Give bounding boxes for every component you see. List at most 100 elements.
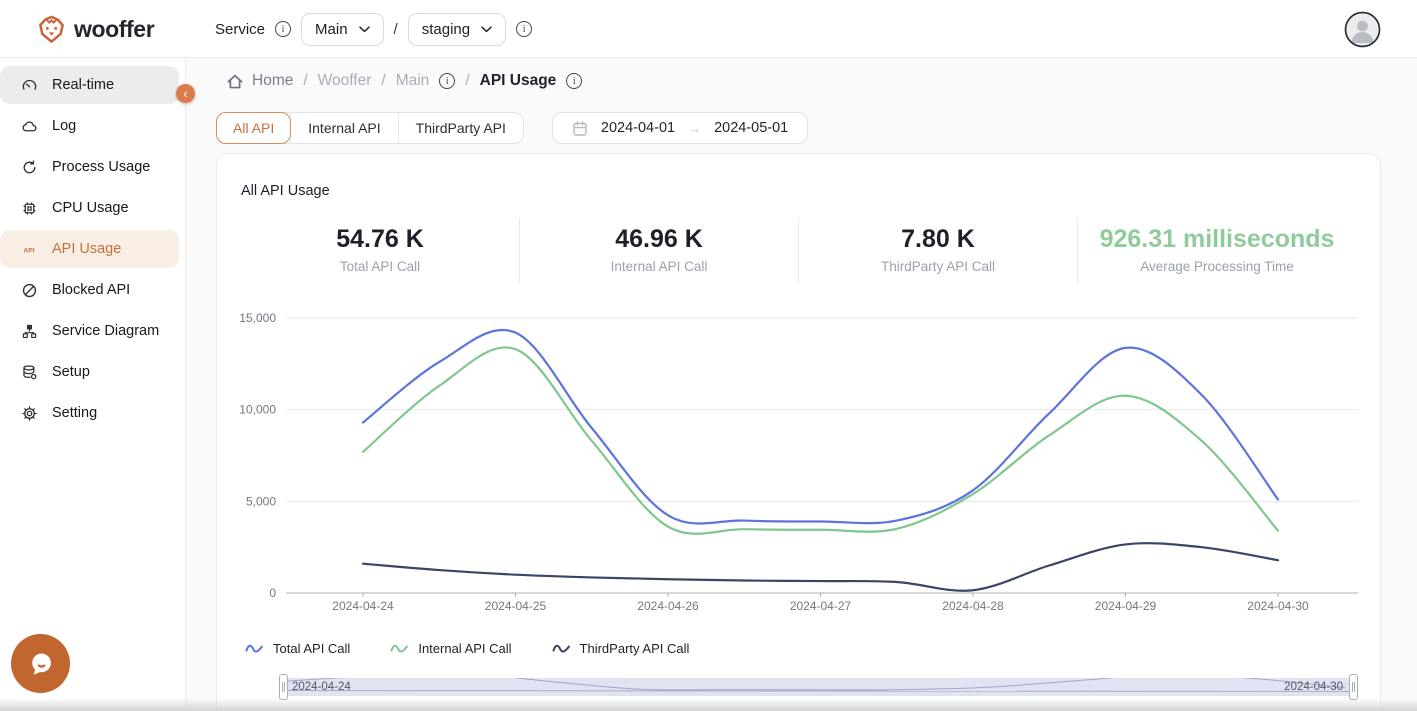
brush-end-label: 2024-04-30 (1284, 681, 1343, 693)
tab-all-api[interactable]: All API (216, 112, 292, 144)
svg-text:2024-04-30: 2024-04-30 (1247, 599, 1309, 613)
person-icon (1344, 11, 1381, 48)
stat-value: 54.76 K (336, 225, 424, 253)
stat-value: 7.80 K (901, 225, 975, 253)
breadcrumb-main[interactable]: Main (395, 72, 430, 89)
app-logo[interactable]: wooffer (36, 0, 155, 58)
service-select-value: Main (315, 20, 348, 38)
sidebar-item-label: Log (52, 118, 77, 134)
svg-text:0: 0 (269, 586, 276, 600)
stat-value: 46.96 K (615, 225, 703, 253)
refresh-icon (20, 158, 38, 176)
legend-label: Total API Call (273, 641, 351, 656)
legend-wave-icon (552, 644, 570, 653)
breadcrumb-separator: / (303, 72, 308, 89)
date-range-end[interactable]: 2024-05-01 (714, 120, 789, 136)
calendar-icon (573, 120, 587, 136)
brand-name: wooffer (74, 15, 155, 42)
api-usage-card: All API Usage 54.76 K Total API Call 46.… (216, 153, 1381, 711)
gauge-icon (20, 76, 38, 94)
brush-right-handle[interactable] (1349, 674, 1358, 700)
svg-text:2024-04-25: 2024-04-25 (485, 599, 547, 613)
sidebar-item-log[interactable]: Log (0, 107, 179, 145)
topbar: wooffer Service i Main / staging i (0, 0, 1417, 58)
svg-text:2024-04-29: 2024-04-29 (1095, 599, 1157, 613)
stats-row: 54.76 K Total API Call 46.96 K Internal … (241, 218, 1356, 284)
stat-label: Internal API Call (610, 259, 708, 274)
stat-internal-api-call: 46.96 K Internal API Call (519, 218, 798, 284)
api-filter-tabs: All API Internal API ThirdParty API (216, 112, 524, 144)
stat-label: Average Processing Time (1140, 259, 1294, 274)
svg-text:2024-04-24: 2024-04-24 (332, 599, 394, 613)
data-zoom-brush: 2024-04-24 2024-04-30 (279, 674, 1358, 700)
service-env-separator: / (393, 20, 398, 38)
card-title: All API Usage (241, 183, 330, 199)
brush-left-handle[interactable] (279, 674, 288, 700)
svg-text:API: API (23, 247, 34, 254)
sidebar-item-cpu-usage[interactable]: CPU Usage (0, 189, 179, 227)
legend-wave-icon (390, 644, 409, 653)
breadcrumb: Home / Wooffer / Main i / API Usage i (186, 58, 1417, 104)
date-range-start[interactable]: 2024-04-01 (600, 120, 676, 136)
wooffer-dog-icon (39, 15, 64, 43)
legend-internal-api-call[interactable]: Internal API Call (390, 641, 512, 656)
sidebar: Real-time Log Process Usage (0, 58, 195, 711)
breadcrumb-home-label: Home (252, 72, 294, 89)
environment-select[interactable]: staging (407, 12, 507, 46)
service-controls: Service i Main / staging i (215, 0, 533, 58)
gear-icon (20, 404, 38, 422)
brush-selected-range[interactable] (283, 678, 1353, 696)
breadcrumb-wooffer[interactable]: Wooffer (317, 72, 372, 89)
sidebar-item-service-diagram[interactable]: Service Diagram (0, 312, 179, 350)
date-range-picker[interactable]: 2024-04-01 → 2024-05-01 (551, 112, 809, 144)
brush-minimap (284, 678, 1352, 692)
ban-icon (20, 281, 38, 299)
chart-legend: Total API Call Internal API Call ThirdPa… (245, 641, 689, 656)
stat-label: Total API Call (339, 259, 421, 274)
service-select[interactable]: Main (301, 12, 384, 46)
chevron-left-icon: ‹ (183, 86, 188, 101)
breadcrumb-separator: / (465, 72, 470, 89)
app-shell: Real-time Log Process Usage (0, 58, 1417, 711)
sidebar-collapse-button[interactable]: ‹ (176, 84, 195, 103)
sidebar-item-setup[interactable]: Setup (0, 353, 179, 391)
user-avatar[interactable] (1344, 11, 1381, 48)
cpu-chip-icon (20, 199, 38, 217)
tab-internal-api[interactable]: Internal API (290, 113, 397, 143)
svg-text:2024-04-27: 2024-04-27 (790, 599, 852, 613)
legend-wave-icon (245, 644, 263, 653)
breadcrumb-home[interactable]: Home (226, 72, 293, 90)
sidebar-item-label: API Usage (52, 241, 122, 257)
home-icon (227, 74, 243, 88)
toolbar: All API Internal API ThirdParty API 2024… (216, 112, 1417, 144)
svg-text:2024-04-26: 2024-04-26 (637, 599, 699, 613)
sitemap-icon (20, 322, 38, 340)
stat-average-processing-time: 926.31 milliseconds Average Processing T… (1077, 218, 1356, 284)
sidebar-item-blocked-api[interactable]: Blocked API (0, 271, 179, 309)
sidebar-item-label: Real-time (52, 77, 115, 93)
breadcrumb-api-usage-info-icon[interactable]: i (566, 73, 583, 89)
environment-info-icon[interactable]: i (516, 21, 533, 37)
breadcrumb-api-usage: API Usage (479, 72, 557, 89)
tab-thirdparty-api[interactable]: ThirdParty API (397, 113, 523, 143)
chat-widget-button[interactable] (11, 634, 70, 693)
legend-total-api-call[interactable]: Total API Call (245, 641, 350, 656)
sidebar-item-label: Blocked API (52, 282, 131, 298)
api-icon: API (20, 240, 38, 258)
sidebar-item-setting[interactable]: Setting (0, 394, 179, 432)
chat-bubble-icon (31, 653, 51, 675)
legend-thirdparty-api-call[interactable]: ThirdParty API Call (552, 641, 689, 656)
sidebar-item-process-usage[interactable]: Process Usage (0, 148, 179, 186)
service-label: Service (215, 20, 266, 38)
sidebar-item-label: Setup (52, 364, 90, 380)
svg-text:5,000: 5,000 (246, 494, 276, 508)
sidebar-item-real-time[interactable]: Real-time (0, 66, 179, 104)
cloud-icon (20, 117, 38, 135)
stat-label: ThirdParty API Call (880, 259, 996, 274)
sidebar-item-label: CPU Usage (52, 200, 129, 216)
breadcrumb-main-info-icon[interactable]: i (439, 73, 456, 89)
sidebar-item-api-usage[interactable]: API API Usage (0, 230, 179, 268)
svg-text:15,000: 15,000 (239, 311, 276, 325)
api-usage-line-chart: 0 5,000 10,000 15,000 2024-04-24 2024-04-25 20… (239, 311, 1358, 613)
service-info-icon[interactable]: i (275, 21, 292, 37)
